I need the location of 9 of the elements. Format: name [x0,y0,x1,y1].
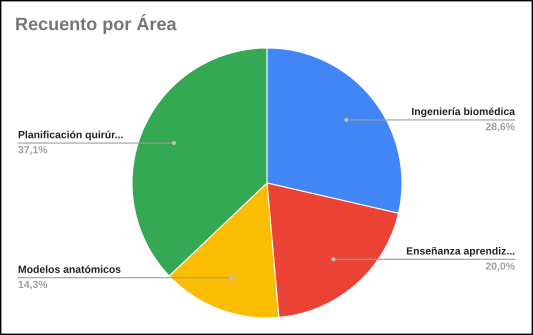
slice-label: Modelos anatómicos [18,265,121,273]
data-label: 20,0% [486,262,515,272]
data-label: 28,6% [486,122,515,132]
slice-label: Enseñanza aprendiz... [406,246,514,257]
data-label: 37,1% [18,146,48,155]
slice-label: Planificación quirúr... [18,130,123,140]
slice-label: Ingeniería biomédica [412,107,516,118]
chart-title: Recuento por Área [16,14,177,34]
data-label: 14,3% [18,280,48,290]
